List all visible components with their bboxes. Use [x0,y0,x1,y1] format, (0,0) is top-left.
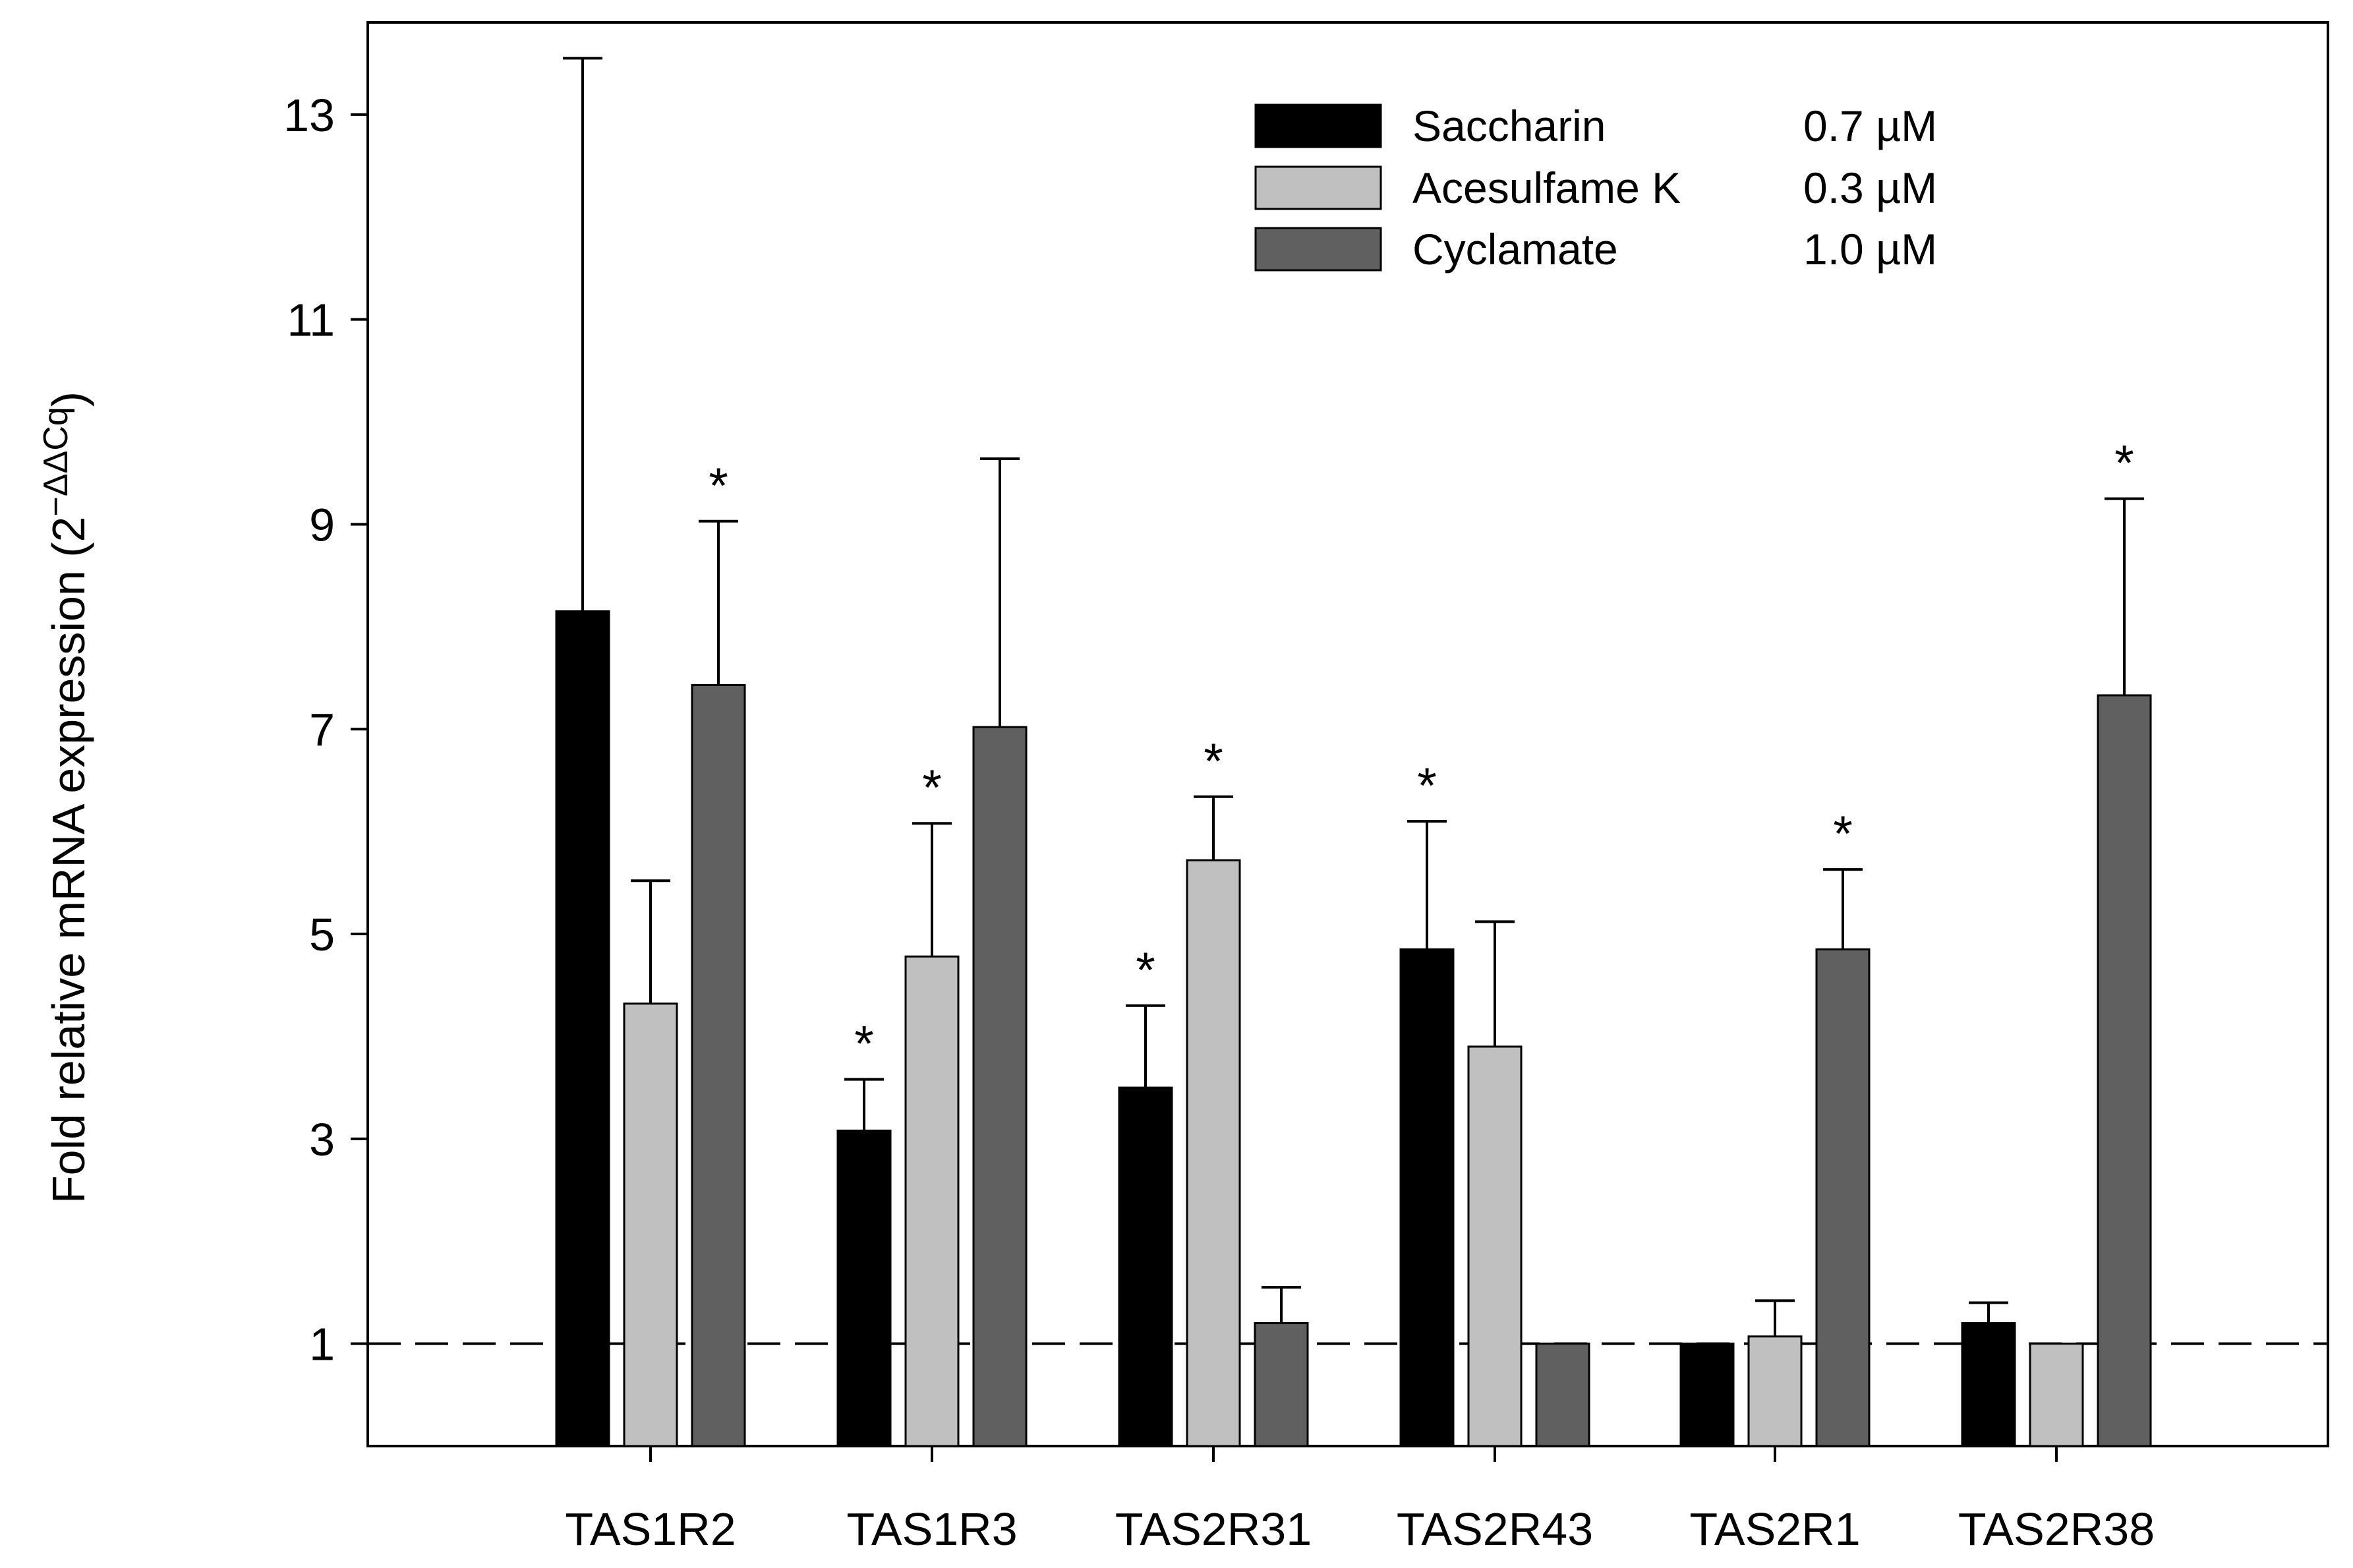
legend-swatch [1254,165,1382,210]
legend-series-name: Saccharin [1412,102,1606,150]
y-tick-label: 3 [309,1114,335,1165]
y-tick-label: 7 [309,704,335,755]
legend-series-name: Cyclamate [1412,225,1618,274]
bar [904,955,960,1447]
bar [1399,948,1455,1447]
y-axis-label-text: Fold relative mRNA expression (2 [43,517,94,1204]
x-tick-label: TAS2R38 [1958,1503,2155,1555]
y-axis-label: Fold relative mRNA expression (2−ΔΔCq) [37,392,94,1204]
bar [1118,1086,1173,1447]
bar [623,1002,678,1447]
y-tick-label: 11 [287,295,335,346]
bar [1747,1335,1803,1447]
bar [2097,694,2152,1447]
bar [1815,948,1871,1447]
svg-text:Fold relative mRNA expression: Fold relative mRNA expression (2−ΔΔCq) [37,392,94,1204]
bar [1679,1343,1735,1447]
bar [691,683,746,1447]
significance-marker: * [1136,943,1155,999]
significance-marker: * [1417,758,1437,814]
x-tick-label: TAS1R2 [565,1503,736,1555]
y-tick-label: 9 [309,499,335,550]
y-tick-label: 13 [283,90,335,141]
significance-marker: * [709,458,728,514]
bar [555,610,610,1447]
x-tick-label: TAS2R1 [1689,1503,1860,1555]
bar [1186,859,1241,1447]
bar [836,1129,892,1447]
legend-series-concentration: 1.0 µM [1803,225,1937,274]
significance-marker: * [1833,806,1853,862]
bar [1467,1045,1523,1447]
y-axis-label-superscript: −ΔΔCq [37,407,75,516]
significance-marker: * [1204,734,1223,790]
legend-swatch [1254,227,1382,272]
y-axis-label-close: ) [43,392,94,407]
x-tick-label: TAS2R31 [1115,1503,1312,1555]
bar [1961,1322,2016,1447]
significance-marker: * [854,1016,874,1072]
bar [2029,1343,2084,1447]
legend-series-concentration: 0.7 µM [1803,102,1937,150]
legend-series-concentration: 0.3 µM [1803,163,1937,212]
legend-series-name: Acesulfame K [1412,163,1681,212]
bar [1535,1343,1590,1447]
legend-swatch [1254,103,1382,148]
significance-marker: * [2114,436,2134,492]
bar [972,726,1028,1447]
bar [1254,1322,1309,1447]
x-tick-label: TAS2R43 [1397,1503,1593,1555]
x-tick-label: TAS1R3 [846,1503,1017,1555]
plot-frame [366,21,2329,1447]
y-tick-label: 1 [309,1319,335,1370]
significance-marker: * [922,760,942,816]
y-tick-label: 5 [309,909,335,960]
